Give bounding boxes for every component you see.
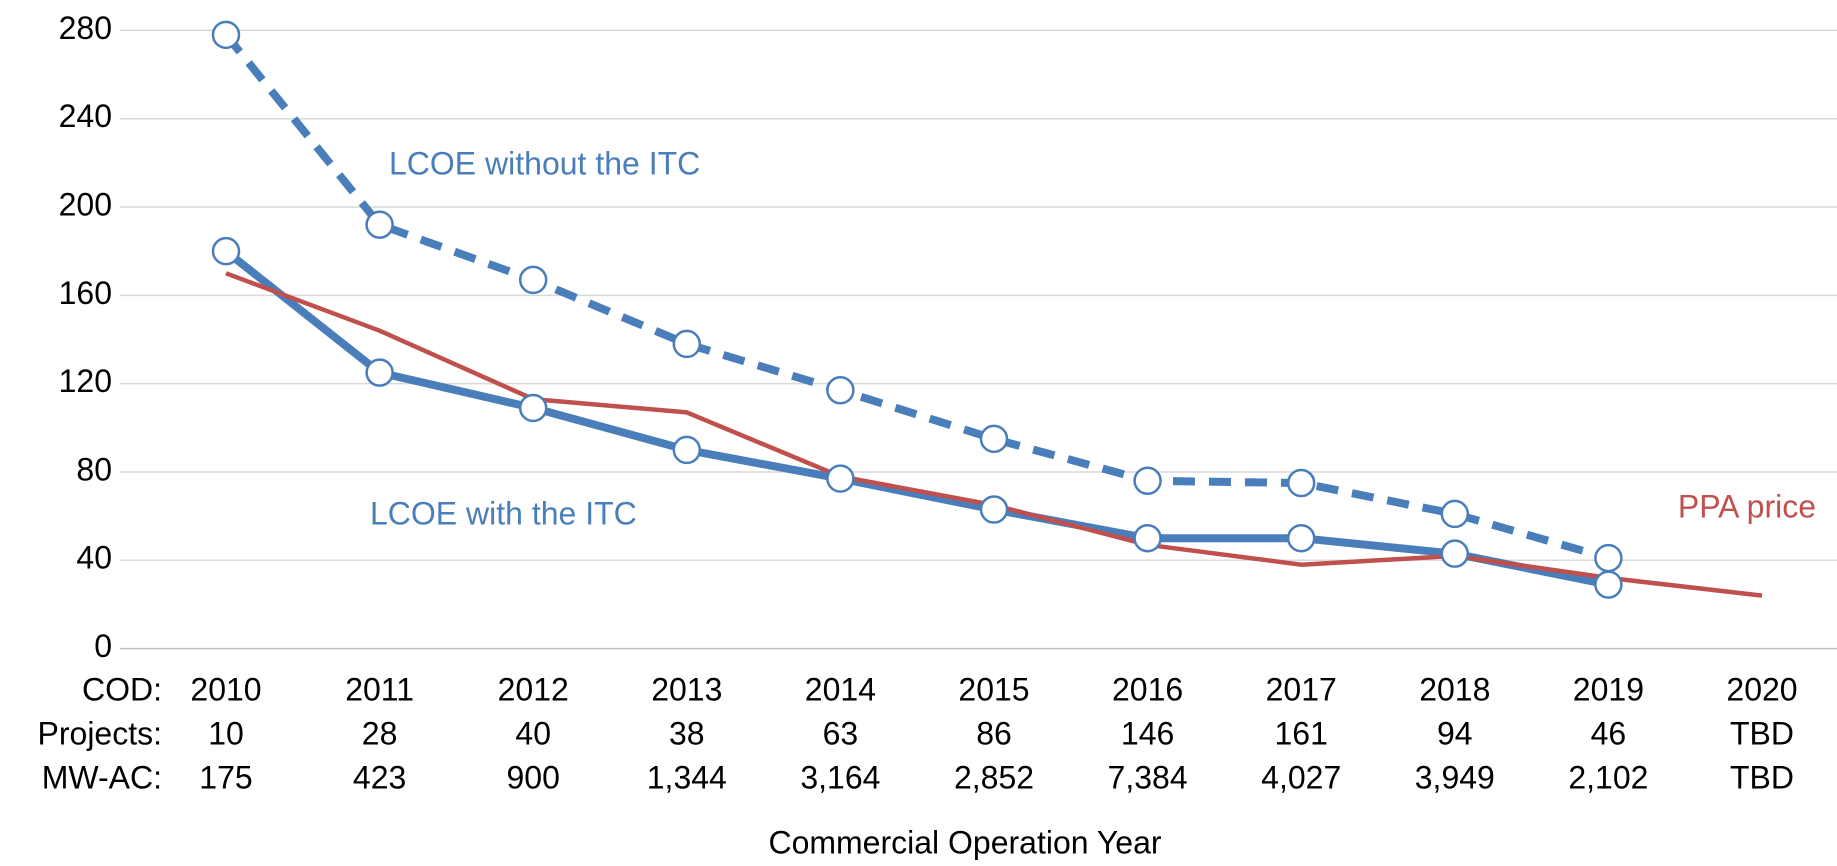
table-cell: 4,027 bbox=[1261, 759, 1341, 795]
marker bbox=[1440, 499, 1470, 529]
x-tick-label: 2012 bbox=[498, 671, 569, 707]
table-cell: 40 bbox=[515, 715, 551, 751]
table-cell: 7,384 bbox=[1108, 759, 1188, 795]
x-tick-label: 2019 bbox=[1573, 671, 1644, 707]
table-cell: 86 bbox=[976, 715, 1012, 751]
table-row-label: Projects: bbox=[38, 715, 162, 751]
marker bbox=[1286, 523, 1316, 553]
table-cell: 63 bbox=[823, 715, 859, 751]
table-cell: TBD bbox=[1730, 715, 1794, 751]
table-cell: 94 bbox=[1437, 715, 1473, 751]
table-cell: 46 bbox=[1591, 715, 1627, 751]
table-cell: 28 bbox=[362, 715, 398, 751]
marker bbox=[211, 20, 241, 50]
marker bbox=[365, 358, 394, 387]
table-cell: 175 bbox=[199, 759, 252, 795]
marker bbox=[1440, 539, 1470, 568]
x-tick-label: 2011 bbox=[345, 671, 414, 707]
table-cell: 161 bbox=[1275, 715, 1328, 751]
table-cell: TBD bbox=[1730, 759, 1794, 795]
y-tick-label: 120 bbox=[59, 363, 112, 399]
marker bbox=[1133, 523, 1162, 553]
marker bbox=[211, 236, 241, 266]
marker bbox=[672, 435, 702, 465]
marker bbox=[365, 210, 394, 239]
marker bbox=[1594, 570, 1623, 599]
x-axis-title: Commercial Operation Year bbox=[768, 824, 1161, 860]
y-tick-label: 280 bbox=[59, 10, 112, 46]
table-cell: 10 bbox=[208, 715, 244, 751]
marker bbox=[979, 495, 1009, 524]
table-row-label: MW-AC: bbox=[42, 759, 162, 795]
series-label: PPA price bbox=[1678, 488, 1816, 524]
x-tick-label: 2020 bbox=[1726, 671, 1797, 707]
series-label: LCOE with the ITC bbox=[370, 495, 637, 531]
x-tick-label: 2017 bbox=[1266, 671, 1337, 707]
series-line bbox=[222, 32, 1610, 562]
y-tick-label: 0 bbox=[94, 628, 112, 664]
x-tick-label: 2016 bbox=[1112, 671, 1183, 707]
y-tick-label: 40 bbox=[76, 540, 112, 576]
marker bbox=[826, 376, 855, 405]
table-cell: 2,852 bbox=[954, 759, 1034, 795]
category-row-label: COD: bbox=[82, 671, 162, 707]
y-tick-label: 160 bbox=[59, 275, 112, 311]
table-cell: 900 bbox=[507, 759, 560, 795]
x-tick-label: 2013 bbox=[651, 671, 722, 707]
marker bbox=[1594, 543, 1623, 573]
y-tick-label: 80 bbox=[76, 451, 112, 487]
table-cell: 38 bbox=[669, 715, 705, 751]
table-cell: 146 bbox=[1121, 715, 1174, 751]
x-tick-label: 2015 bbox=[958, 671, 1029, 707]
marker bbox=[979, 424, 1009, 454]
table-cell: 3,164 bbox=[800, 759, 880, 795]
marker bbox=[518, 393, 548, 423]
table-cell: 423 bbox=[353, 759, 406, 795]
table-cell: 1,344 bbox=[647, 759, 727, 795]
x-tick-label: 2010 bbox=[190, 671, 261, 707]
table-cell: 2,102 bbox=[1568, 759, 1648, 795]
marker bbox=[1133, 466, 1162, 496]
table-cell: 3,949 bbox=[1415, 759, 1495, 795]
marker bbox=[518, 265, 548, 295]
marker bbox=[826, 464, 855, 493]
series-line bbox=[223, 248, 1610, 589]
x-tick-label: 2018 bbox=[1419, 671, 1490, 707]
y-tick-label: 240 bbox=[59, 98, 112, 134]
marker bbox=[1286, 468, 1316, 498]
x-tick-label: 2014 bbox=[805, 671, 876, 707]
series-label: LCOE without the ITC bbox=[389, 145, 700, 181]
y-tick-label: 200 bbox=[59, 186, 112, 222]
marker bbox=[672, 329, 702, 359]
